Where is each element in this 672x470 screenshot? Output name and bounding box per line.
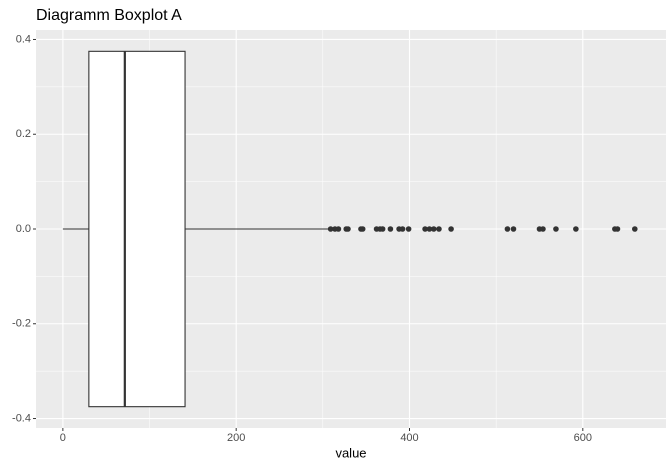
outlier: [540, 226, 546, 232]
y-tick-label: 0.4: [16, 33, 31, 45]
x-tick-label: 200: [227, 432, 245, 444]
outlier: [632, 226, 638, 232]
outlier: [430, 226, 437, 232]
outlier: [422, 226, 428, 232]
x-tick-label: 600: [574, 432, 592, 444]
box: [88, 50, 186, 408]
y-tick-label: -0.2: [12, 318, 31, 330]
x-tick-label: 0: [60, 432, 66, 444]
outlier: [379, 226, 386, 232]
outlier: [345, 226, 351, 232]
outlier: [327, 226, 334, 232]
outlier: [504, 226, 511, 232]
outlier: [553, 226, 559, 232]
y-tick-label: 0.0: [16, 223, 31, 235]
y-tick-label: -0.4: [12, 412, 31, 424]
chart-title: Diagramm Boxplot A: [36, 7, 182, 24]
y-tick-label: 0.2: [16, 128, 31, 140]
x-axis-label: value: [335, 445, 366, 460]
outlier: [335, 226, 342, 232]
outlier: [510, 226, 517, 232]
outlier: [448, 226, 454, 232]
outlier: [405, 226, 412, 232]
outlier: [614, 226, 621, 232]
outlier: [387, 226, 394, 232]
outlier: [436, 226, 442, 232]
outlier: [399, 226, 406, 232]
outlier: [359, 226, 366, 232]
outlier: [573, 226, 579, 232]
outlier: [426, 226, 433, 232]
x-tick-label: 400: [400, 432, 418, 444]
